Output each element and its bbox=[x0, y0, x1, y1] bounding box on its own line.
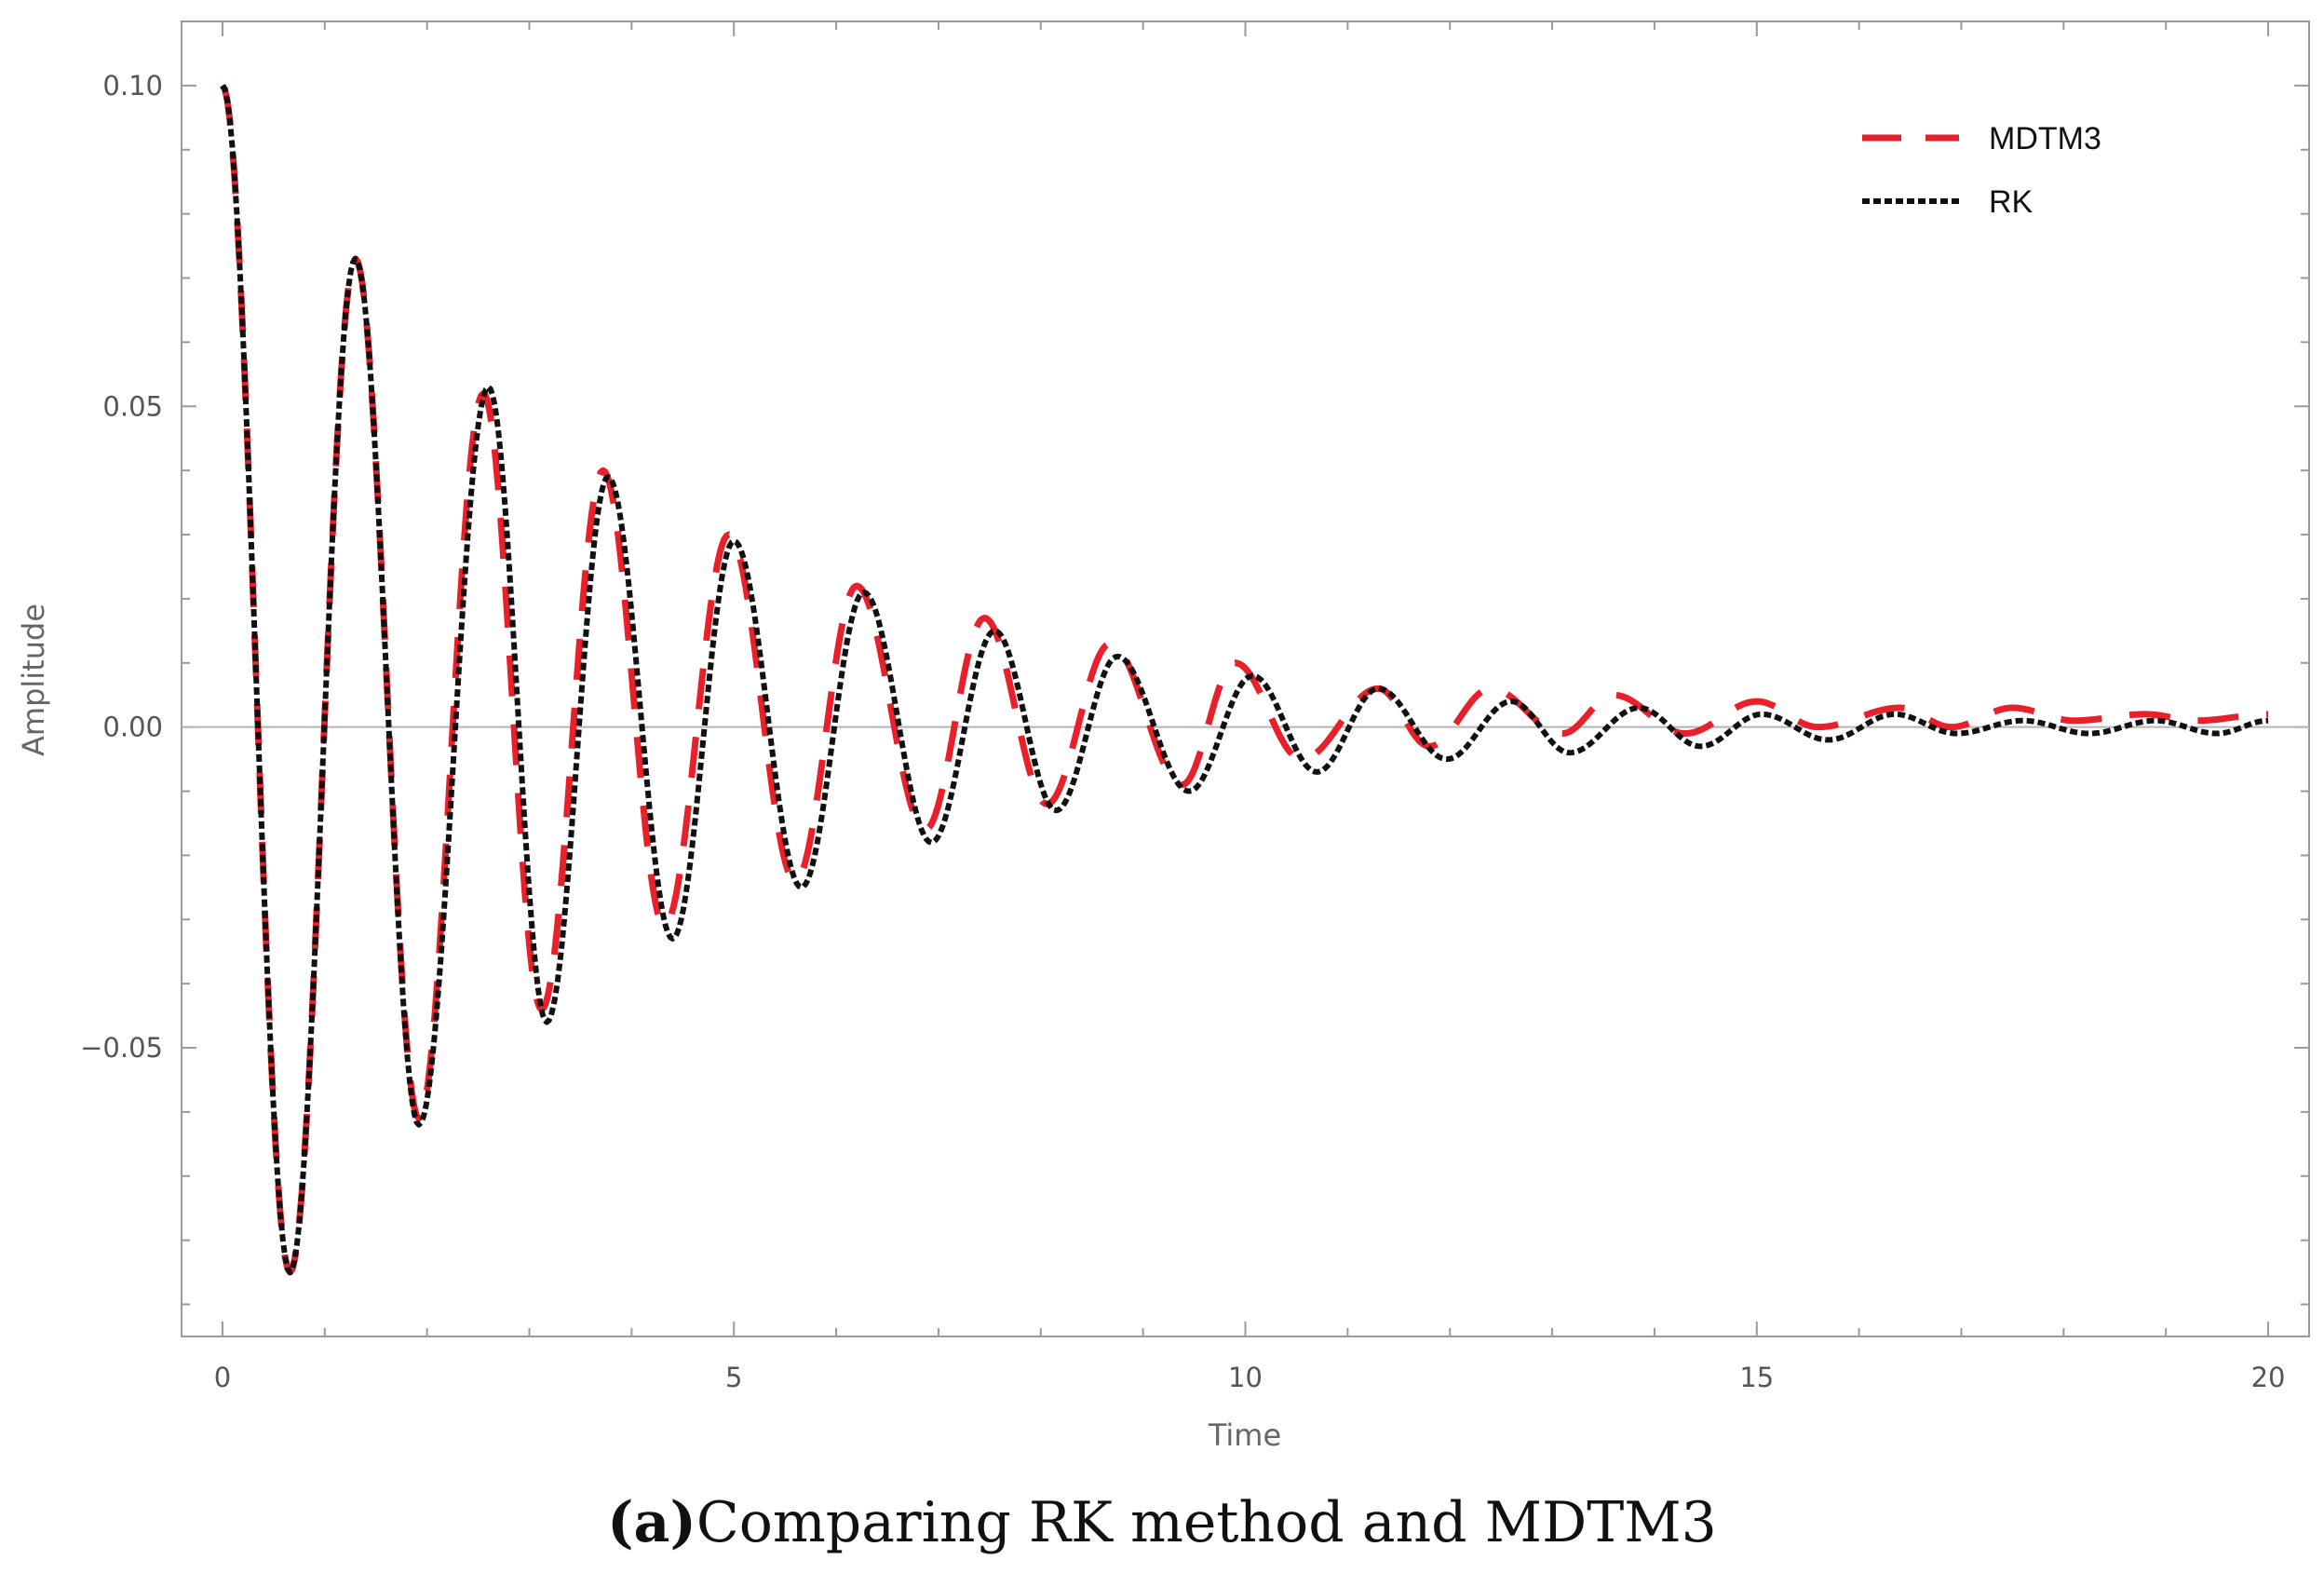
x-tick-label: 20 bbox=[2251, 1362, 2286, 1393]
x-tick-label: 0 bbox=[214, 1362, 231, 1393]
legend-label-mdtm3: MDTM3 bbox=[1989, 121, 2101, 156]
x-tick-label: 10 bbox=[1228, 1362, 1263, 1393]
legend-label-rk: RK bbox=[1989, 184, 2034, 220]
chart: 0 5 10 15 20 0.10 0.05 0.00 −0.05 Time Amplitude… bbox=[16, 20, 2310, 1453]
series-line-rk bbox=[220, 84, 2270, 1276]
x-tick-label: 15 bbox=[1739, 1362, 1774, 1393]
series-layer bbox=[220, 83, 2270, 1276]
y-tick-label: 0.05 bbox=[102, 390, 163, 422]
caption-text: Comparing RK method and MDTM3 bbox=[696, 1490, 1717, 1555]
axis-ticks bbox=[182, 21, 2309, 1336]
caption-label: (a) bbox=[607, 1490, 696, 1555]
figure-caption: (a)Comparing RK method and MDTM3 bbox=[0, 1490, 2324, 1555]
y-tick-label: 0.00 bbox=[102, 712, 163, 743]
tick-labels: 0 5 10 15 20 0.10 0.05 0.00 −0.05 bbox=[80, 70, 2285, 1393]
series-line-mdtm3 bbox=[220, 83, 2269, 1276]
legend: MDTM3 RK bbox=[1862, 121, 2101, 220]
y-axis-title: Amplitude bbox=[16, 604, 51, 756]
y-tick-label: −0.05 bbox=[80, 1032, 163, 1064]
y-tick-label: 0.10 bbox=[102, 70, 163, 102]
x-axis-title: Time bbox=[1208, 1417, 1281, 1453]
x-tick-label: 5 bbox=[725, 1362, 742, 1393]
